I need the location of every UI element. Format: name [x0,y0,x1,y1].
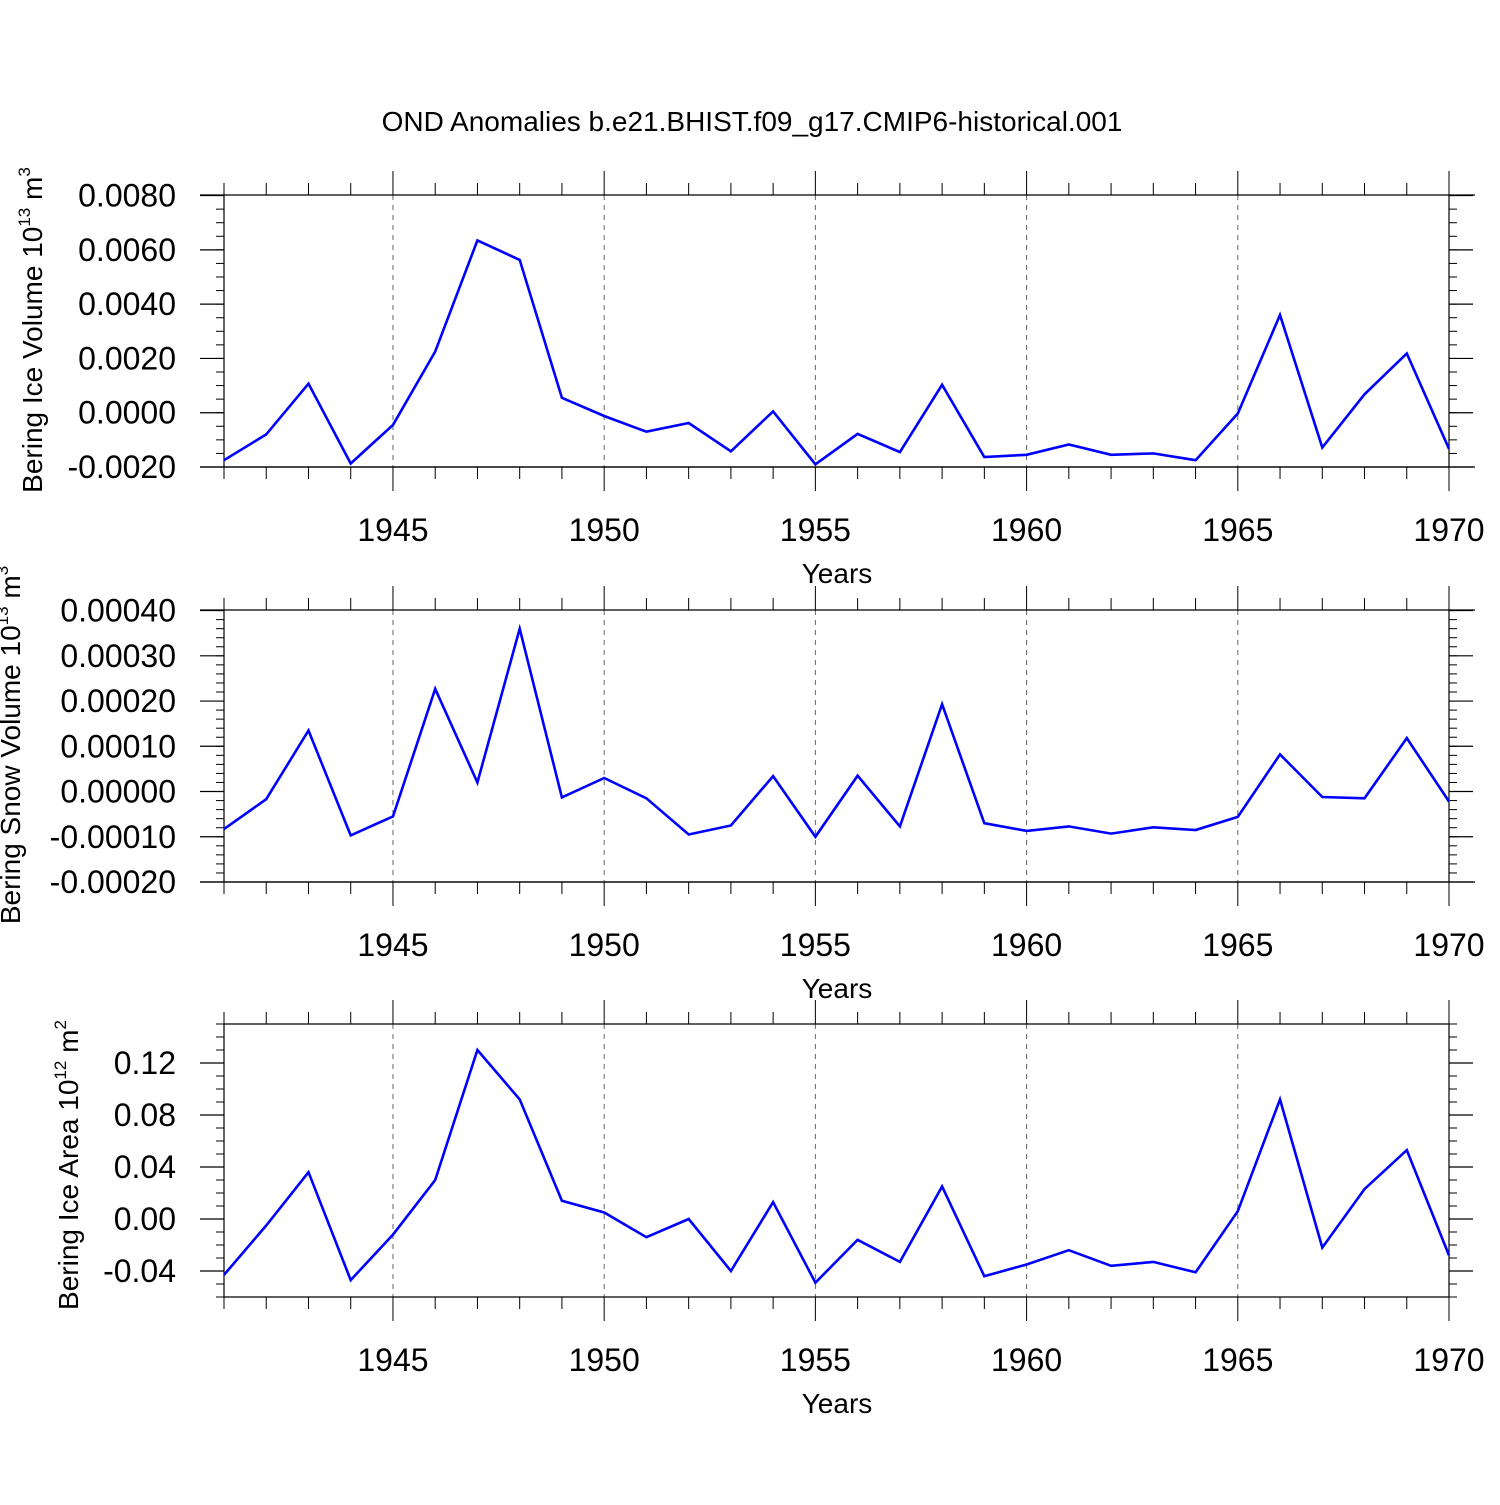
xtick-label-ice-area: 1965 [1202,1342,1273,1378]
ytick-label-ice-volume: 0.0060 [78,232,176,268]
series-line-ice-volume [223,238,1451,467]
ytick-label-snow-volume: -0.00010 [50,819,176,855]
ytick-label-snow-volume: 0.00010 [60,728,176,764]
ytick-label-snow-volume: 0.00030 [60,638,176,674]
xtick-label-ice-volume: 1945 [357,512,428,548]
ytick-label-ice-area: 0.12 [114,1045,176,1081]
ytick-label-ice-area: 0.08 [114,1097,176,1133]
xtick-label-ice-volume: 1970 [1413,512,1484,548]
xtick-label-snow-volume: 1955 [780,927,851,963]
ytick-label-snow-volume: 0.00020 [60,683,176,719]
ylabel-ice-volume: Bering Ice Volume 1013 m3 [15,167,48,493]
xtick-label-ice-volume: 1965 [1202,512,1273,548]
ytick-label-ice-area: -0.04 [103,1253,176,1289]
xtick-label-snow-volume: 1950 [569,927,640,963]
ylabel-ice-area: Bering Ice Area 1012 m2 [51,1020,84,1310]
chart-title: OND Anomalies b.e21.BHIST.f09_g17.CMIP6-… [382,106,1123,137]
series-line-ice-area [223,1047,1451,1285]
xlabel-snow-volume: Years [802,973,873,1004]
ytick-label-snow-volume: -0.00020 [50,864,176,900]
xlabel-ice-volume: Years [802,558,873,589]
ylabel-snow-volume: Bering Snow Volume 1013 m3 [0,566,26,924]
ytick-label-ice-area: 0.00 [114,1201,176,1237]
ytick-label-ice-volume: 0.0040 [78,286,176,322]
xtick-label-ice-area: 1950 [569,1342,640,1378]
xtick-label-ice-area: 1945 [357,1342,428,1378]
xtick-label-ice-volume: 1955 [780,512,851,548]
ytick-label-ice-area: 0.04 [114,1149,176,1185]
xlabel-ice-area: Years [802,1388,873,1419]
xtick-label-snow-volume: 1965 [1202,927,1273,963]
series-line-snow-volume [223,623,1451,840]
ytick-label-ice-volume: -0.0020 [67,449,176,485]
ytick-label-snow-volume: 0.00000 [60,774,176,810]
xtick-label-snow-volume: 1945 [357,927,428,963]
xtick-label-ice-volume: 1960 [991,512,1062,548]
xtick-label-ice-area: 1960 [991,1342,1062,1378]
ytick-label-ice-volume: 0.0020 [78,340,176,376]
xtick-label-snow-volume: 1960 [991,927,1062,963]
ytick-label-ice-volume: 0.0000 [78,395,176,431]
xtick-label-ice-area: 1955 [780,1342,851,1378]
xtick-label-ice-volume: 1950 [569,512,640,548]
ytick-label-ice-volume: 0.0080 [78,178,176,214]
xtick-label-ice-area: 1970 [1413,1342,1484,1378]
xtick-label-snow-volume: 1970 [1413,927,1484,963]
ytick-label-snow-volume: 0.00040 [60,593,176,629]
